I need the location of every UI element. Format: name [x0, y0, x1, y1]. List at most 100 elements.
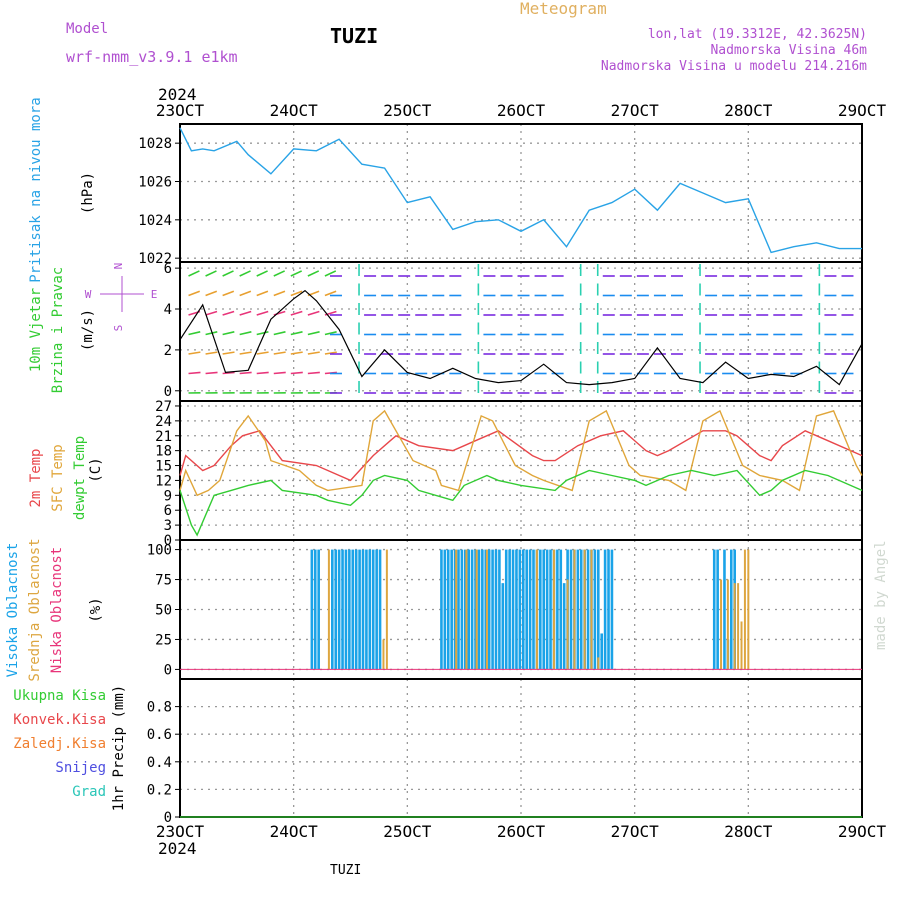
precip-legend-label: Konvek.Kisa — [13, 712, 106, 728]
y-axis-label: Pritisak na nivou mora — [28, 97, 44, 282]
y-axis-label: Srednja Oblacnost — [27, 538, 43, 681]
x-tick-label-bottom: 23OCT — [156, 822, 205, 841]
x-tick-label-top: 26OCT — [497, 101, 546, 120]
wind-arrow — [205, 290, 218, 297]
wind-arrow — [222, 310, 235, 316]
wind-arrow — [307, 331, 320, 336]
wind-arrow — [290, 310, 303, 316]
x-tick-label-top: 25OCT — [383, 101, 432, 120]
elevation-label: Nadmorska Visina 46m — [710, 43, 867, 58]
high-cloud-bar — [504, 549, 508, 670]
mid-cloud-bar — [747, 549, 750, 670]
wind-arrow — [239, 310, 252, 316]
wind-arrow — [307, 270, 320, 277]
wind-arrow — [307, 351, 320, 355]
y-axis-label: Niska Oblacnost — [49, 547, 65, 673]
mid-cloud-bar — [583, 549, 586, 670]
mid-cloud-bar — [485, 549, 488, 670]
wind-speed-line — [179, 289, 863, 386]
wind-arrow — [256, 331, 269, 336]
mid-cloud-bar — [590, 549, 593, 670]
wind-arrow — [273, 290, 286, 297]
wind-arrow — [222, 371, 235, 375]
x-tick-label-bottom: 29OCT — [838, 822, 887, 841]
high-cloud-bar — [603, 549, 607, 670]
compass-label: E — [151, 288, 158, 301]
wind-arrow — [290, 270, 303, 277]
high-cloud-bar — [559, 549, 563, 670]
high-cloud-bar — [501, 583, 505, 670]
wind-arrow — [188, 270, 200, 277]
high-cloud-bar — [375, 549, 378, 670]
wind-arrow — [239, 371, 252, 375]
precip-legend-label: Zaledj.Kisa — [13, 736, 106, 752]
precip-legend-label: Snijeg — [55, 760, 106, 776]
y-axis-label: (%) — [88, 597, 104, 622]
y-tick-label: 6 — [164, 261, 172, 277]
pressure-line — [179, 127, 862, 254]
compass-label: N — [112, 263, 125, 270]
y-axis-label: SFC Temp — [50, 444, 66, 511]
y-tick-label: 0 — [164, 384, 172, 400]
panels-group: 1022 1024 1026 1028 Pritisak na nivou mora (h… — [5, 97, 863, 826]
y-tick-label: 1026 — [138, 175, 172, 191]
wind-arrow — [205, 371, 218, 375]
high-cloud-bar — [528, 549, 532, 670]
model-label: Model — [66, 21, 108, 37]
high-cloud-bar — [494, 549, 498, 670]
temperature-line — [179, 469, 863, 537]
high-cloud-bar — [712, 549, 716, 670]
y-tick-label: 0.6 — [147, 727, 172, 743]
high-cloud-bar — [579, 549, 583, 670]
mid-cloud-bar — [726, 579, 729, 670]
mid-cloud-bar — [475, 549, 478, 670]
y-tick-label: 4 — [164, 302, 172, 318]
high-cloud-bar — [317, 549, 320, 670]
mid-cloud-bar — [566, 579, 569, 670]
wind-arrow — [256, 310, 269, 316]
high-cloud-bar — [443, 549, 447, 670]
lonlat-label: lon,lat (19.3312E, 42.3625N) — [648, 27, 867, 42]
wind-arrow — [290, 351, 303, 355]
high-cloud-bar — [607, 549, 610, 670]
high-cloud-bar — [474, 549, 477, 670]
y-axis-label: 2m Temp — [28, 448, 44, 507]
wind-arrow — [239, 351, 252, 355]
x-tick-labels: 23OCT 23OCT 24OCT 24OCT 25OCT 25OCT 26OCT 26OCT… — [156, 101, 887, 841]
high-cloud-bar — [453, 549, 457, 670]
high-cloud-bar — [532, 549, 535, 670]
high-cloud-bar — [467, 549, 471, 670]
high-cloud-bar — [491, 549, 494, 670]
temperature-line — [179, 409, 863, 497]
wind-arrow — [205, 351, 218, 355]
high-cloud-bar — [498, 549, 501, 670]
wind-arrow — [273, 351, 286, 355]
high-cloud-bar — [716, 549, 719, 670]
y-tick-label: 3 — [164, 518, 172, 534]
y-tick-label: 21 — [155, 429, 172, 445]
compass-label: W — [85, 288, 92, 301]
precip-legend-label: Grad — [72, 784, 106, 800]
y-axis-label: 10m Vjetar — [28, 288, 44, 372]
y-tick-label: 0.2 — [147, 782, 172, 798]
wind-arrow — [256, 290, 269, 297]
high-cloud-bar — [508, 549, 511, 670]
panel-frame — [179, 400, 863, 541]
high-cloud-bar — [484, 549, 488, 670]
wind-arrow — [290, 371, 303, 375]
wind-arrow — [324, 290, 337, 297]
high-cloud-bar — [361, 549, 365, 670]
footer-station: TUZI — [330, 863, 361, 878]
wind-arrow — [324, 270, 337, 277]
x-tick-label-bottom: 28OCT — [724, 822, 773, 841]
high-cloud-bar — [313, 549, 317, 670]
high-cloud-bar — [593, 549, 597, 670]
y-axis-label: Visoka Oblacnost — [5, 543, 21, 678]
wind-arrow — [188, 351, 201, 355]
high-cloud-bar — [440, 549, 443, 670]
high-cloud-bar — [729, 549, 733, 670]
wind-arrow — [205, 270, 217, 277]
x-tick-label-top: 28OCT — [724, 101, 773, 120]
high-cloud-bar — [542, 549, 546, 670]
